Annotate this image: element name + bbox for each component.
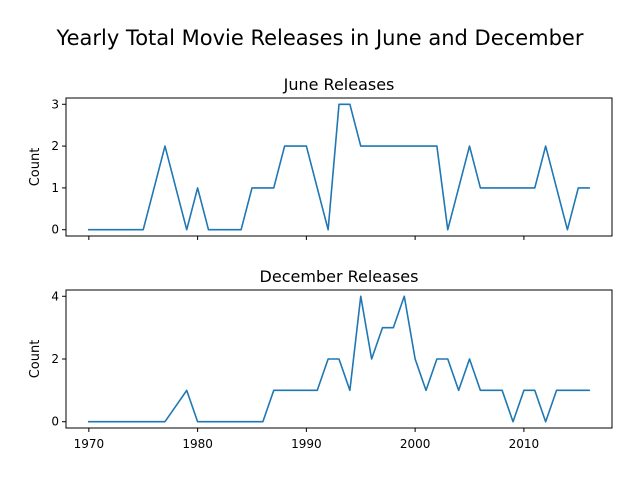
june-y-tick-label: 2 [51,139,59,153]
december-x-tick-label: 1970 [74,437,105,451]
december-x-tick-label: 1990 [291,437,322,451]
december-y-tick-label: 0 [51,415,59,429]
december-y-tick-label: 2 [51,352,59,366]
june-y-tick-label: 3 [51,97,59,111]
december-y-tick-label: 4 [51,289,59,303]
december-y-ticks: 0 2 4 [51,289,66,429]
june-y-tick-label: 1 [51,181,59,195]
december-x-tick-label: 2010 [509,437,540,451]
december-x-tick-label: 2000 [400,437,431,451]
june-y-tick-label: 0 [51,223,59,237]
june-plot-frame [65,97,613,237]
december-releases-chart: December Releases Count 0 2 4 1970 1980 1990… [28,267,613,451]
june-chart-title: June Releases [283,75,395,94]
june-y-ticks: 0 1 2 3 [51,97,66,237]
december-series-line [88,295,590,423]
december-x-ticks: 1970 1980 1990 2000 2010 [74,428,540,451]
december-chart-title: December Releases [260,267,419,286]
june-releases-chart: June Releases Count 0 1 2 3 [28,75,613,240]
june-y-axis-label: Count [28,148,43,187]
june-series-line [88,103,590,231]
figure-title: Yearly Total Movie Releases in June and … [56,26,584,50]
december-y-axis-label: Count [28,340,43,379]
december-x-tick-label: 1980 [182,437,213,451]
december-plot-frame [65,289,613,429]
june-x-ticks [88,236,525,240]
